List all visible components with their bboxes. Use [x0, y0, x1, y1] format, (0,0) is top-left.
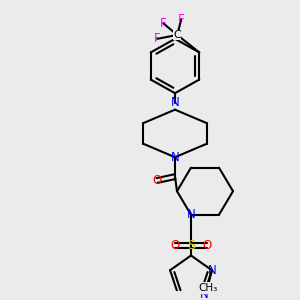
Text: N: N	[187, 208, 195, 221]
Text: O: O	[202, 239, 211, 252]
Text: N: N	[171, 96, 179, 110]
Text: F: F	[178, 13, 184, 26]
Text: F: F	[154, 32, 160, 45]
Text: S: S	[187, 239, 195, 252]
Text: O: O	[170, 239, 180, 252]
Text: N: N	[171, 151, 179, 164]
Text: N: N	[200, 288, 208, 300]
Text: CH₃: CH₃	[198, 283, 218, 293]
Text: F: F	[160, 17, 166, 30]
Text: C: C	[173, 30, 181, 40]
Text: N: N	[208, 264, 216, 277]
Text: O: O	[152, 174, 162, 187]
